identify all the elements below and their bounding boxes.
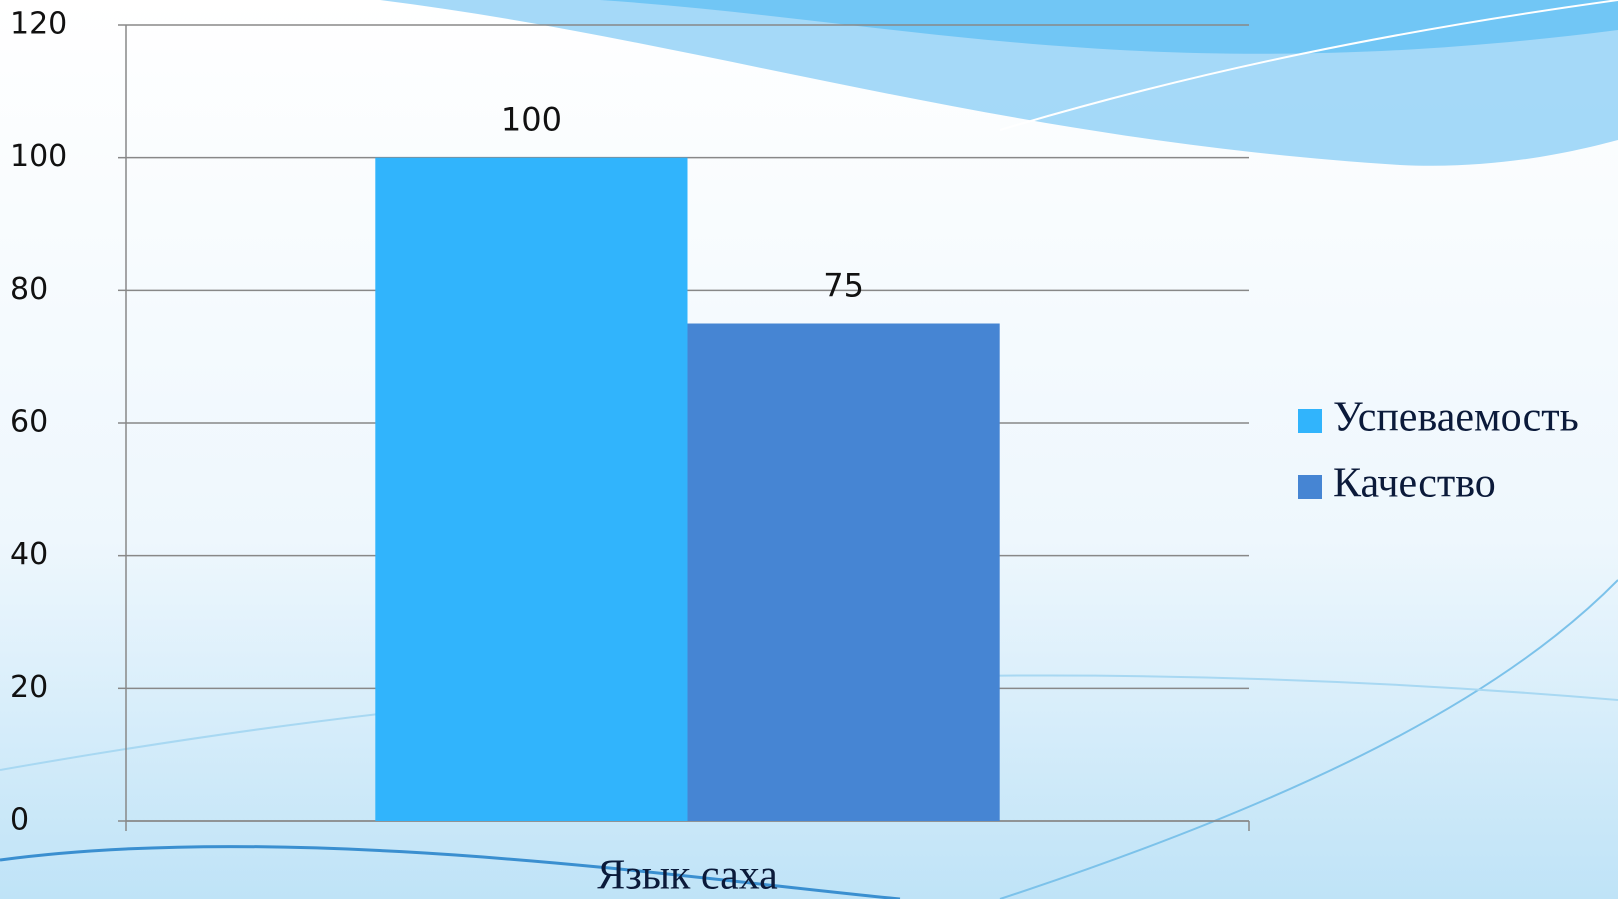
- decor-line: [999, 0, 1618, 131]
- plot: 0 20 40 60 80 100 120 Язык саха 100 75 Успеваемост…: [10, 7, 1579, 899]
- data-label: 75: [823, 267, 864, 305]
- y-tick-label: 60: [10, 405, 48, 440]
- y-tick-label: 0: [10, 803, 29, 838]
- y-tick-label: 100: [10, 139, 67, 174]
- data-label: 100: [501, 101, 562, 139]
- y-tick-label: 120: [10, 7, 67, 42]
- legend-label: Успеваемость: [1333, 395, 1579, 441]
- x-tick-label: Язык саха: [597, 853, 778, 899]
- y-tick-label: 40: [10, 537, 48, 572]
- bar: [687, 323, 1000, 821]
- decor-wave: [600, 0, 1618, 54]
- legend-swatch: [1298, 475, 1322, 499]
- legend-label: Качество: [1333, 461, 1496, 507]
- legend-swatch: [1298, 409, 1322, 433]
- decor-line: [0, 845, 901, 899]
- bar: [375, 157, 688, 821]
- y-tick-label: 80: [10, 272, 48, 307]
- y-tick-label: 20: [10, 670, 48, 705]
- decor-line: [999, 579, 1618, 899]
